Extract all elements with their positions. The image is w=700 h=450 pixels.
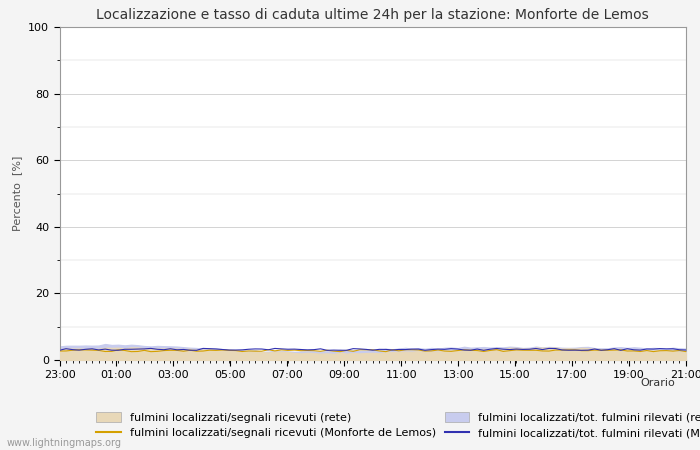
Title: Localizzazione e tasso di caduta ultime 24h per la stazione: Monforte de Lemos: Localizzazione e tasso di caduta ultime …: [97, 8, 649, 22]
Y-axis label: Percento  [%]: Percento [%]: [13, 156, 22, 231]
Text: Orario: Orario: [640, 378, 676, 388]
Legend: fulmini localizzati/segnali ricevuti (rete), fulmini localizzati/segnali ricevut: fulmini localizzati/segnali ricevuti (re…: [97, 412, 700, 438]
Text: www.lightningmaps.org: www.lightningmaps.org: [7, 438, 122, 448]
